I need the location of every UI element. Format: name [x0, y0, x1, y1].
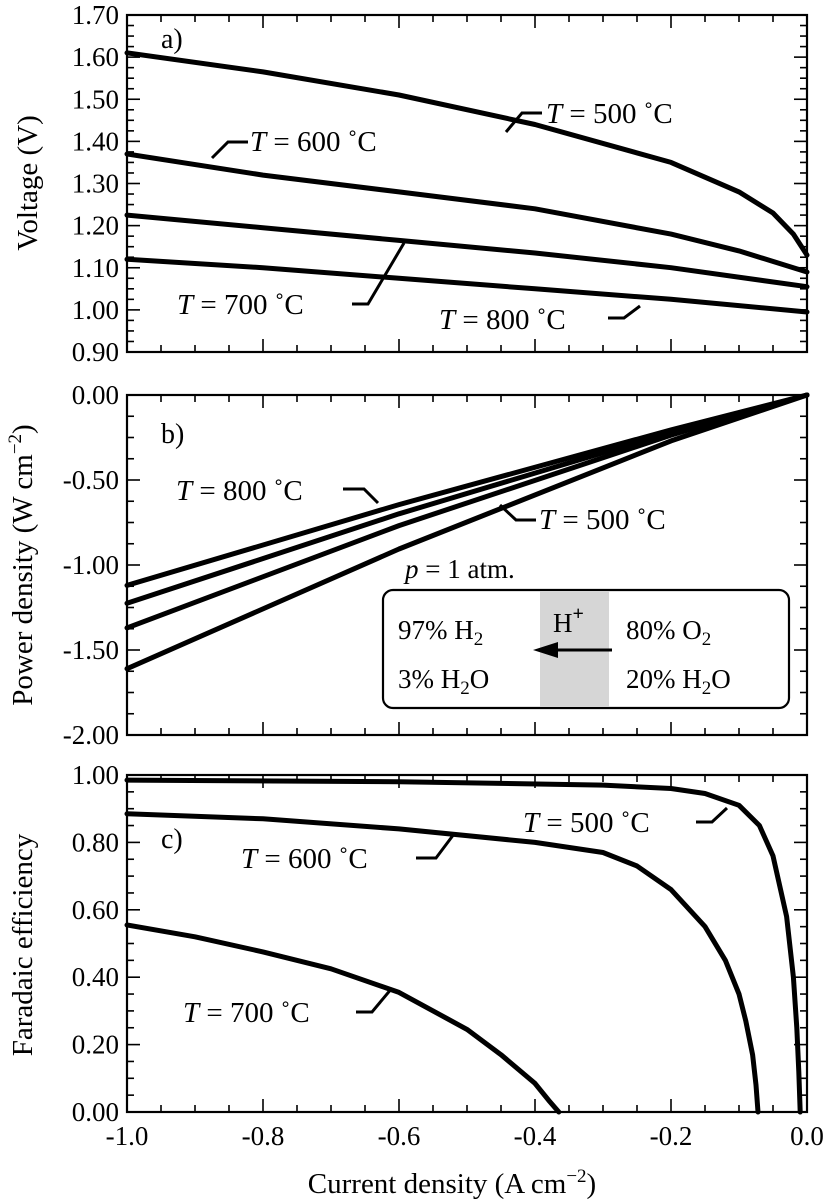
- panel-b-y-axis-title: Power density (W cm−2): [5, 424, 39, 705]
- series-line-600C: [124, 811, 761, 1115]
- panel-b-y-tick-labels: -2.00 -1.50 -1.00 -0.50 0.00: [63, 380, 119, 750]
- panel-b-leader-800: [343, 487, 380, 505]
- cathode-gas-h2o: 20% H2O: [626, 664, 731, 699]
- y-tick-label: 0.60: [72, 895, 119, 925]
- x-axis-title: Current density (A cm−2): [308, 1166, 596, 1200]
- series-line-800C: [124, 256, 810, 315]
- y-tick-label: 1.40: [72, 126, 119, 156]
- proton-arrow-head: [533, 642, 558, 658]
- y-tick-label: 0.40: [72, 962, 119, 992]
- panel-c-x-tick-labels: -1.0 -0.8 -0.6 -0.4 -0.2 0.0: [106, 1121, 824, 1151]
- y-tick-label: 1.70: [72, 0, 119, 30]
- y-tick-label: 0.00: [72, 1097, 119, 1127]
- x-tick-label: -0.8: [242, 1121, 285, 1151]
- panel-b-curves: [124, 392, 810, 672]
- panel-a-leader-500: [504, 111, 542, 133]
- panel-a-ticks: [126, 14, 808, 353]
- y-tick-label: 0.80: [72, 827, 119, 857]
- panel-a-y-axis-title: Voltage (V): [12, 115, 44, 251]
- pressure-note: p = 1 atm.: [403, 554, 515, 584]
- panel-a-leader-800: [608, 304, 641, 320]
- panel-b-leader-500: [498, 503, 536, 522]
- panel-a-leader-600: [210, 140, 248, 160]
- panel-c-leader-600: [416, 833, 456, 860]
- anode-gas-h2o: 3% H2O: [398, 664, 489, 699]
- series-line-700C: [124, 922, 562, 1115]
- series-line-800C: [124, 392, 810, 588]
- series-line-600C: [124, 151, 810, 275]
- panel-c-leader-700: [356, 987, 394, 1014]
- panel-a-frame: [125, 13, 809, 354]
- y-tick-label: 1.00: [72, 760, 119, 790]
- series-line-700C: [124, 212, 810, 290]
- panel-b-power-density: -2.00 -1.50 -1.00 -0.50 0.00 Power density (…: [5, 380, 810, 750]
- panel-c-faradaic-efficiency: 0.00 0.20 0.40 0.60 0.80 1.00 -1.0 -0.8 -0.6 -0.…: [7, 760, 824, 1200]
- y-tick-label: -1.50: [63, 635, 119, 665]
- x-tick-label: 0.0: [790, 1121, 824, 1151]
- y-tick-label: 1.60: [72, 42, 119, 72]
- panel-a-voltage: 0.90 1.00 1.10 1.20 1.30 1.40 1.50 1.60 1.70 Vol…: [12, 0, 810, 367]
- panel-c-label-700: T = 700 ˚C: [183, 997, 310, 1029]
- y-tick-label: -1.00: [63, 550, 119, 580]
- panel-c-curves: [124, 777, 803, 1115]
- x-tick-label: -0.6: [378, 1121, 421, 1151]
- y-tick-label: 1.30: [72, 169, 119, 199]
- y-tick-label: 1.50: [72, 84, 119, 114]
- panel-c-label-500: T = 500 ˚C: [523, 807, 650, 839]
- panel-a-curves: [124, 50, 810, 315]
- series-line-500C: [124, 777, 803, 1115]
- x-tick-label: -0.4: [514, 1121, 557, 1151]
- panel-b-label-500: T = 500 ˚C: [539, 504, 666, 536]
- panel-c-label-600: T = 600 ˚C: [241, 843, 368, 875]
- panel-a-y-tick-labels: 0.90 1.00 1.10 1.20 1.30 1.40 1.50 1.60 1.70: [72, 0, 119, 367]
- series-line-500C: [124, 50, 810, 258]
- y-tick-label: -2.00: [63, 720, 119, 750]
- y-tick-label: -0.50: [63, 465, 119, 495]
- panel-a-label-600: T = 600 ˚C: [250, 126, 377, 158]
- y-tick-label: 0.20: [72, 1030, 119, 1060]
- panel-a-leader-700: [352, 242, 406, 306]
- panel-a-label-700: T = 700 ˚C: [177, 289, 304, 321]
- cathode-gas-o2: 80% O2: [626, 615, 711, 650]
- y-tick-label: 0.90: [72, 337, 119, 367]
- panel-a-label-800: T = 800 ˚C: [439, 304, 566, 336]
- series-line-500C: [124, 392, 810, 672]
- cell-schematic: H+ 97% H2 3% H2O 80% O2 20% H2O: [381, 588, 791, 710]
- x-tick-label: -1.0: [106, 1121, 149, 1151]
- x-tick-label: -0.2: [650, 1121, 693, 1151]
- panel-c-frame: [125, 773, 809, 1114]
- y-tick-label: 1.20: [72, 211, 119, 241]
- panel-c-y-tick-labels: 0.00 0.20 0.40 0.60 0.80 1.00: [72, 760, 119, 1127]
- panel-c-y-axis-title: Faradaic efficiency: [7, 833, 39, 1056]
- y-tick-label: 1.10: [72, 253, 119, 283]
- panel-b-letter: b): [161, 419, 184, 450]
- y-tick-label: 0.00: [72, 380, 119, 410]
- panel-a-label-500: T = 500 ˚C: [546, 98, 673, 130]
- panel-c-leader-500: [696, 806, 729, 824]
- panel-c-letter: c): [161, 824, 183, 855]
- y-tick-label: 1.00: [72, 295, 119, 325]
- panel-a-letter: a): [161, 24, 183, 55]
- panel-b-label-800: T = 800 ˚C: [176, 475, 303, 507]
- panel-b-frame: [125, 393, 809, 737]
- anode-gas-h2: 97% H2: [398, 615, 483, 650]
- proton-label: H+: [553, 603, 584, 638]
